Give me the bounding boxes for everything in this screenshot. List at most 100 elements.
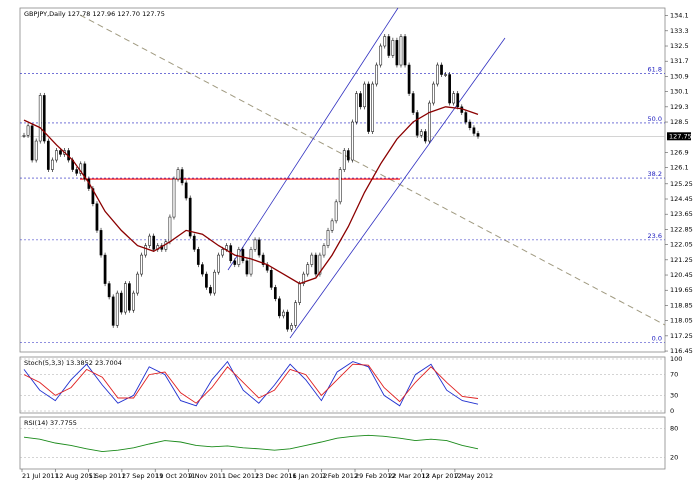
- rsi-panel: [19, 416, 666, 470]
- trend-line: [79, 14, 666, 326]
- y-tick-label: 123.65: [670, 210, 693, 218]
- y-tick-label: 119.65: [670, 286, 693, 294]
- x-tick-label: 23 Dec 2011: [255, 472, 297, 480]
- candle: [209, 287, 212, 294]
- fib-label: 38.2: [648, 170, 662, 178]
- candle: [184, 182, 188, 199]
- candle: [168, 216, 172, 243]
- candle: [249, 249, 253, 275]
- candle: [115, 292, 119, 326]
- candle: [468, 121, 472, 128]
- candle: [55, 150, 58, 161]
- candle: [253, 239, 257, 250]
- candle: [144, 245, 147, 256]
- candle: [192, 235, 196, 250]
- y-tick-label: 121.25: [670, 256, 693, 264]
- last-price-label: 127.75: [669, 132, 692, 140]
- sub-tick-label: 80: [670, 425, 678, 433]
- y-tick-label: 118.85: [670, 301, 693, 309]
- sub-tick-label: 20: [670, 453, 678, 461]
- candle: [440, 64, 443, 75]
- fib-label: 61.8: [648, 66, 662, 74]
- candle: [460, 106, 464, 113]
- candle: [464, 112, 468, 123]
- y-tick-label: 131.7: [670, 57, 689, 65]
- candle: [330, 220, 334, 231]
- candle: [428, 102, 431, 142]
- candle: [423, 131, 427, 142]
- candle: [79, 163, 83, 174]
- candle: [241, 249, 245, 262]
- chart-title: GBPJPY,Daily 127.78 127.96 127.70 127.75: [24, 10, 165, 18]
- candle: [476, 133, 480, 137]
- candle: [152, 235, 156, 250]
- candle: [123, 283, 127, 313]
- candle: [172, 178, 176, 218]
- candle: [371, 83, 374, 132]
- candle: [346, 150, 350, 161]
- candle: [294, 302, 297, 326]
- sub-tick-label: 100: [670, 355, 682, 363]
- y-tick-label: 130.1: [670, 88, 689, 96]
- candle: [273, 287, 277, 300]
- candle: [310, 254, 314, 265]
- candle: [91, 188, 95, 205]
- candle: [196, 249, 200, 265]
- candle: [359, 93, 362, 108]
- sub-tick-label: 30: [670, 391, 678, 399]
- x-tick-label: 12 Aug 2011: [55, 472, 97, 480]
- y-tick-label: 122.85: [670, 225, 693, 233]
- candle: [379, 45, 383, 66]
- y-tick-label: 134.1: [670, 12, 689, 20]
- candle: [119, 292, 123, 313]
- y-tick-label: 116.45: [670, 347, 693, 355]
- candle: [107, 283, 111, 298]
- candle: [436, 64, 439, 85]
- candle: [30, 125, 34, 161]
- candle: [42, 95, 46, 142]
- candle: [472, 127, 476, 134]
- indicator-line: [23, 360, 479, 407]
- candle: [201, 264, 204, 275]
- candle: [355, 93, 358, 123]
- channel-line: [289, 37, 506, 339]
- candle: [205, 273, 208, 288]
- x-tick-label: 29 Feb 2012: [355, 472, 395, 480]
- candle: [290, 325, 293, 330]
- x-tick-label: 7 May 2012: [455, 472, 493, 480]
- candle: [132, 292, 135, 311]
- y-tick-label: 132.5: [670, 42, 689, 50]
- candle: [217, 254, 220, 273]
- candle: [26, 125, 30, 136]
- candle: [411, 93, 415, 113]
- candle: [269, 270, 273, 288]
- sub-tick-label: 0: [670, 407, 674, 415]
- x-tick-label: 13 Apr 2012: [422, 472, 462, 480]
- candle: [111, 296, 115, 326]
- candle: [148, 235, 152, 246]
- candle: [103, 254, 107, 284]
- candle: [444, 74, 447, 76]
- x-tick-label: 19 Oct 2011: [155, 472, 195, 480]
- y-tick-label: 118.05: [670, 317, 693, 325]
- x-tick-label: 9 Nov 2011: [189, 472, 227, 480]
- x-tick-label: 27 Sep 2011: [122, 472, 163, 480]
- candle: [375, 64, 379, 85]
- candle: [338, 169, 342, 203]
- candle: [34, 140, 38, 161]
- candle: [95, 203, 99, 231]
- candle: [306, 264, 310, 275]
- last-price-box: [667, 132, 691, 141]
- y-tick-label: 126.1: [670, 164, 689, 172]
- sub-tick-label: 70: [670, 371, 678, 379]
- candle: [387, 36, 391, 56]
- candle: [314, 254, 318, 275]
- y-tick-label: 124.45: [670, 195, 693, 203]
- y-tick-label: 129.3: [670, 103, 689, 111]
- candle: [164, 241, 168, 250]
- candle: [383, 36, 387, 47]
- candle: [83, 163, 87, 180]
- candle: [233, 260, 237, 265]
- y-tick-label: 133.3: [670, 27, 689, 35]
- candle: [245, 260, 249, 275]
